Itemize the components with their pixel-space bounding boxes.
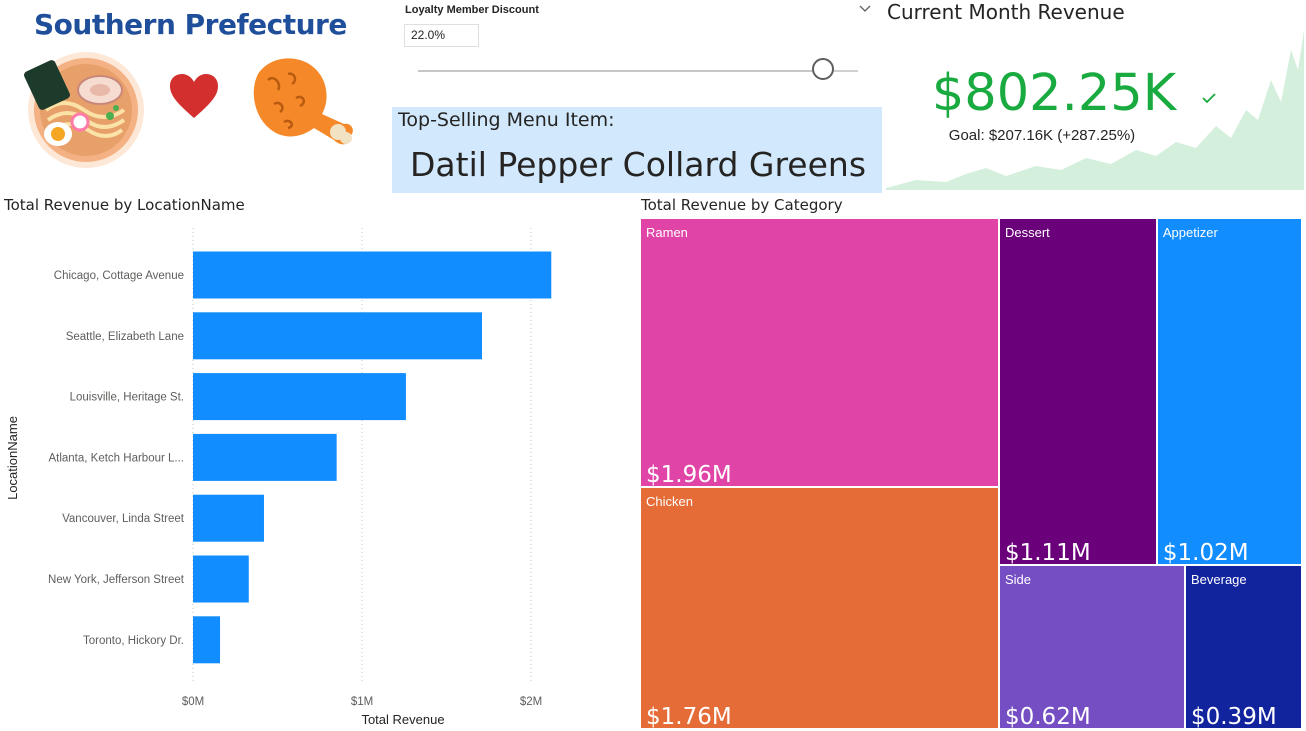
top-selling-label: Top-Selling Menu Item: [398, 109, 615, 131]
treemap-tile-label: Chicken [646, 494, 693, 510]
heart-icon [170, 74, 218, 118]
ramen-bowl-icon [24, 52, 144, 168]
kpi-goal-text: Goal: $207.16K (+287.25%) [948, 127, 1136, 144]
bar[interactable] [193, 251, 552, 299]
slider-fill [418, 70, 823, 72]
brand-title: Southern Prefecture [34, 8, 347, 41]
top-selling-value: Datil Pepper Collard Greens [410, 145, 867, 184]
slider-thumb[interactable] [811, 58, 834, 80]
bar[interactable] [193, 616, 221, 664]
check-icon [1202, 93, 1216, 104]
loyalty-discount-slicer-title: Loyalty Member Discount [405, 4, 539, 16]
slider-track[interactable] [418, 70, 858, 72]
y-tick-label: Toronto, Hickory Dr. [83, 635, 184, 647]
treemap-tile-dessert[interactable]: Dessert $1.11M [998, 218, 1157, 565]
bar[interactable] [193, 373, 406, 421]
kpi-title: Current Month Revenue [887, 0, 1125, 24]
treemap-tile-ramen[interactable]: Ramen $1.96M [640, 218, 999, 488]
fried-chicken-icon [253, 58, 353, 145]
x-tick-label: $0M [182, 696, 204, 708]
x-axis-label: Total Revenue [361, 712, 444, 727]
bar[interactable] [193, 555, 249, 603]
y-tick-label: Atlanta, Ketch Harbour L... [48, 452, 184, 464]
x-tick-label: $1M [351, 696, 373, 708]
y-tick-label: Chicago, Cottage Avenue [54, 270, 184, 282]
y-tick-label: New York, Jefferson Street [48, 574, 185, 586]
treemap-tile-chicken[interactable]: Chicken $1.76M [640, 487, 999, 729]
x-tick-label: $2M [520, 696, 542, 708]
loyalty-discount-input[interactable]: 22.0% [404, 24, 479, 47]
treemap-tile-value: $0.62M [1004, 703, 1091, 729]
kpi-value: $802.25K [887, 64, 1306, 123]
kpi-goal: Goal: $207.16K (+287.25%) [887, 127, 1306, 144]
treemap-tile-side[interactable]: Side $0.62M [998, 564, 1185, 729]
y-tick-label: Seattle, Elizabeth Lane [66, 331, 184, 343]
bar-chart-title: Total Revenue by LocationName [4, 196, 245, 214]
treemap-tile-label: Ramen [646, 225, 688, 240]
chevron-down-icon[interactable] [858, 3, 872, 15]
treemap-tile-appetizer[interactable]: Appetizer $1.02M [1156, 218, 1302, 565]
y-tick-label: Vancouver, Linda Street [62, 513, 185, 525]
treemap-tile-beverage[interactable]: Beverage $0.39M [1184, 564, 1302, 729]
treemap-tile-label: Beverage [1190, 571, 1247, 587]
treemap-tile-value: $0.39M [1190, 703, 1277, 729]
treemap-tile-label: Dessert [1004, 225, 1050, 240]
top-selling-card: Top-Selling Menu Item: Datil Pepper Coll… [392, 107, 882, 193]
bar[interactable] [193, 312, 482, 360]
treemap-tile-value: $1.02M [1162, 539, 1249, 565]
revenue-by-location-chart[interactable]: Chicago, Cottage Avenue Seattle, Elizabet… [0, 218, 620, 731]
revenue-by-category-treemap[interactable]: Ramen $1.96M Chicken $1.76M Dessert $1.11M App… [640, 218, 1302, 729]
bar[interactable] [193, 494, 264, 542]
y-axis-label: LocationName [5, 416, 20, 500]
treemap-title: Total Revenue by Category [641, 196, 843, 214]
kpi-trend-area [886, 30, 1304, 190]
y-tick-label: Louisville, Heritage St. [70, 392, 184, 404]
treemap-tile-value: $1.11M [1004, 539, 1091, 565]
treemap-tile-value: $1.76M [646, 703, 732, 729]
kpi-value-text: $802.25K [931, 64, 1177, 123]
treemap-tile-label: Side [1004, 571, 1032, 587]
treemap-tile-value: $1.96M [646, 462, 732, 488]
bar[interactable] [193, 433, 337, 481]
treemap-tile-label: Appetizer [1162, 225, 1218, 240]
